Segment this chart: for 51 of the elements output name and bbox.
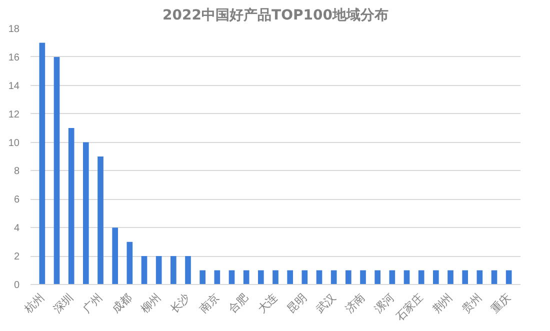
y-tick-label: 10 <box>8 138 20 149</box>
x-tick-label: 杭州 <box>21 290 47 316</box>
y-tick-label: 6 <box>14 194 20 206</box>
bar <box>330 270 337 284</box>
bar <box>39 42 46 284</box>
x-tick-label: 南京 <box>197 290 222 316</box>
x-tick-label: 武汉 <box>314 290 338 316</box>
x-tick-label: 深圳 <box>51 290 76 316</box>
bar <box>243 270 250 284</box>
y-tick-label: 18 <box>8 24 20 35</box>
x-tick-label: 合肥 <box>226 290 251 316</box>
x-tick-label: 成都 <box>110 290 134 316</box>
bar <box>360 270 366 284</box>
bar <box>185 256 191 284</box>
bar <box>200 270 206 284</box>
y-tick-label: 8 <box>14 166 20 178</box>
y-tick-label: 12 <box>8 109 20 120</box>
x-tick-label: 广州 <box>80 290 106 316</box>
bar <box>462 270 468 284</box>
bar <box>170 256 176 284</box>
x-tick-label: 荆州 <box>430 290 456 316</box>
bar <box>506 270 512 284</box>
bar <box>98 156 104 284</box>
bar <box>433 270 439 284</box>
bar <box>272 270 278 284</box>
x-tick-label: 长沙 <box>168 290 193 316</box>
bar <box>287 270 293 284</box>
bar <box>126 242 133 284</box>
bar <box>156 256 162 284</box>
y-tick-label: 0 <box>14 280 20 291</box>
bar <box>448 270 454 284</box>
x-tick-label: 昆明 <box>284 290 310 316</box>
bar <box>258 270 264 284</box>
y-tick-label: 14 <box>8 80 20 92</box>
bar <box>346 270 352 284</box>
bar <box>418 270 424 284</box>
y-tick-label: 2 <box>14 252 20 263</box>
y-tick-label: 16 <box>8 52 20 64</box>
x-tick-label: 大连 <box>255 290 280 316</box>
bar <box>54 56 60 284</box>
chart-title: 2022中国好产品TOP100地域分布 <box>162 6 388 24</box>
bar <box>83 142 89 284</box>
y-tick-label: 4 <box>14 223 20 234</box>
bar <box>374 270 380 284</box>
x-tick-label: 济南 <box>342 290 368 316</box>
x-tick-label: 柳州 <box>138 290 164 316</box>
x-tick-label: 重庆 <box>488 290 514 316</box>
x-tick-label: 贵州 <box>460 290 484 316</box>
bar <box>112 228 118 284</box>
bar <box>141 256 148 284</box>
bar <box>68 128 74 284</box>
